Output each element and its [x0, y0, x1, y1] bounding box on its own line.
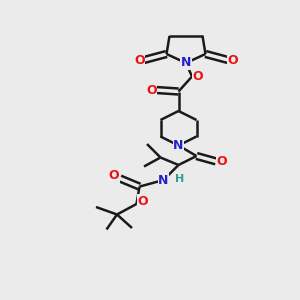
- Text: H: H: [176, 173, 184, 184]
- Text: O: O: [146, 83, 157, 97]
- Text: N: N: [173, 139, 184, 152]
- Text: O: O: [138, 195, 148, 208]
- Text: O: O: [227, 53, 238, 67]
- Text: O: O: [193, 70, 203, 83]
- Text: N: N: [158, 173, 169, 187]
- Text: O: O: [217, 155, 227, 168]
- Text: O: O: [109, 169, 119, 182]
- Text: N: N: [181, 56, 191, 70]
- Text: O: O: [134, 53, 145, 67]
